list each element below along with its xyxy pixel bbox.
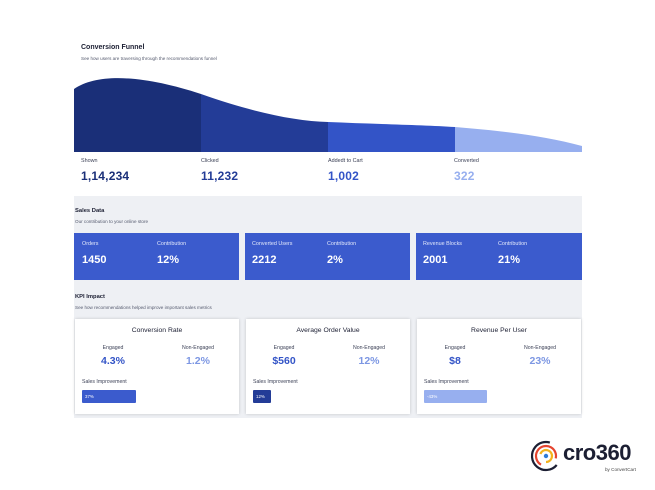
funnel-title: Conversion Funnel [81, 44, 145, 51]
sales-label: Converted Users [252, 241, 293, 247]
cro360-logo: cro360 by ConvertCart [529, 439, 641, 475]
funnel-segment-clicked[interactable] [201, 76, 328, 152]
kpi-card-conversion-rate[interactable]: Conversion Rate Engaged 4.3% Non-Engaged… [75, 319, 239, 414]
funnel-segment-converted[interactable] [455, 76, 582, 152]
non-engaged-label: Non-Engaged [181, 345, 214, 351]
sales-improvement-bar: 37% [82, 390, 136, 403]
sales-card-orders[interactable]: Orders 1450 Contribution 12% [74, 233, 239, 280]
funnel-segment-added-to-cart[interactable] [328, 76, 455, 152]
logo-wordmark: cro360 [563, 440, 631, 465]
stage-value: 11,232 [201, 169, 239, 183]
stage-label: Shown [81, 158, 98, 164]
non-engaged-value: 12% [358, 355, 380, 367]
contribution-label: Contribution [157, 241, 187, 247]
engaged-value: $8 [449, 355, 461, 367]
sales-improvement-label: Sales Improvement [253, 379, 298, 385]
funnel-stage-converted: Converted 322 [454, 158, 479, 183]
contribution-label: Contribution [498, 241, 528, 247]
sales-value: 1450 [82, 254, 107, 266]
engaged-value: 4.3% [101, 355, 125, 367]
non-engaged-label: Non-Engaged [523, 345, 556, 351]
funnel-stage-clicked: Clicked 11,232 [201, 158, 238, 183]
conversion-funnel-card: Conversion Funnel See how users are trav… [74, 36, 582, 196]
funnel-stage-shown: Shown 1,14,234 [81, 158, 129, 183]
sales-improvement-label: Sales Improvement [82, 379, 127, 385]
engaged-label: Engaged [444, 345, 466, 351]
stage-label: Converted [454, 158, 479, 164]
kpi-section-title: KPI Impact [75, 294, 105, 300]
sales-label: Revenue Blocks [423, 241, 462, 247]
contribution-label: Contribution [327, 241, 357, 247]
kpi-title: Average Order Value [296, 327, 360, 334]
sales-improvement-label: Sales Improvement [424, 379, 469, 385]
sales-improvement-value: -43% [427, 394, 438, 399]
non-engaged-label: Non-Engaged [352, 345, 385, 351]
contribution-value: 21% [498, 254, 521, 266]
stage-value: 1,002 [328, 169, 360, 183]
sales-improvement-value: 37% [85, 394, 94, 399]
dashboard-panel: Conversion Funnel See how users are trav… [74, 36, 582, 418]
engaged-value: $560 [272, 355, 296, 367]
sales-improvement-value: 12% [256, 394, 265, 399]
cro360-logo-icon [530, 440, 562, 472]
kpi-card-revenue-per-user[interactable]: Revenue Per User Engaged $8 Non-Engaged … [417, 319, 581, 414]
stage-value: 322 [454, 169, 475, 183]
contribution-value: 2% [327, 254, 343, 266]
sales-card-converted-users[interactable]: Converted Users 2212 Contribution 2% [245, 233, 410, 280]
non-engaged-value: 23% [529, 355, 551, 367]
sales-value: 2001 [423, 254, 448, 266]
sales-improvement-bar: -43% [424, 390, 487, 403]
non-engaged-value: 1.2% [186, 355, 210, 367]
sales-improvement-bar: 12% [253, 390, 271, 403]
logo-tagline: by ConvertCart [605, 467, 636, 472]
kpi-title: Revenue Per User [471, 327, 527, 334]
funnel-stage-added-to-cart: Addedt to Cart 1,002 [328, 158, 363, 183]
sales-label: Orders [82, 241, 99, 247]
funnel-segment-shown[interactable] [74, 76, 201, 152]
sales-section-title: Sales Data [75, 208, 105, 214]
stage-label: Addedt to Cart [328, 158, 363, 164]
engaged-label: Engaged [102, 345, 124, 351]
sales-value: 2212 [252, 254, 277, 266]
kpi-card-average-order-value[interactable]: Average Order Value Engaged $560 Non-Eng… [246, 319, 410, 414]
contribution-value: 12% [157, 254, 180, 266]
funnel-chart [74, 76, 582, 152]
stage-label: Clicked [201, 158, 219, 164]
funnel-subtitle: See how users are traversing through the… [81, 56, 217, 61]
sales-section-subtitle: Our contribution to your online store [75, 219, 149, 224]
stage-value: 1,14,234 [81, 169, 130, 183]
sales-card-revenue-blocks[interactable]: Revenue Blocks 2001 Contribution 21% [416, 233, 582, 280]
kpi-title: Conversion Rate [131, 327, 183, 334]
kpi-section-subtitle: See how recommendations helped improve i… [75, 305, 212, 310]
engaged-label: Engaged [273, 345, 295, 351]
